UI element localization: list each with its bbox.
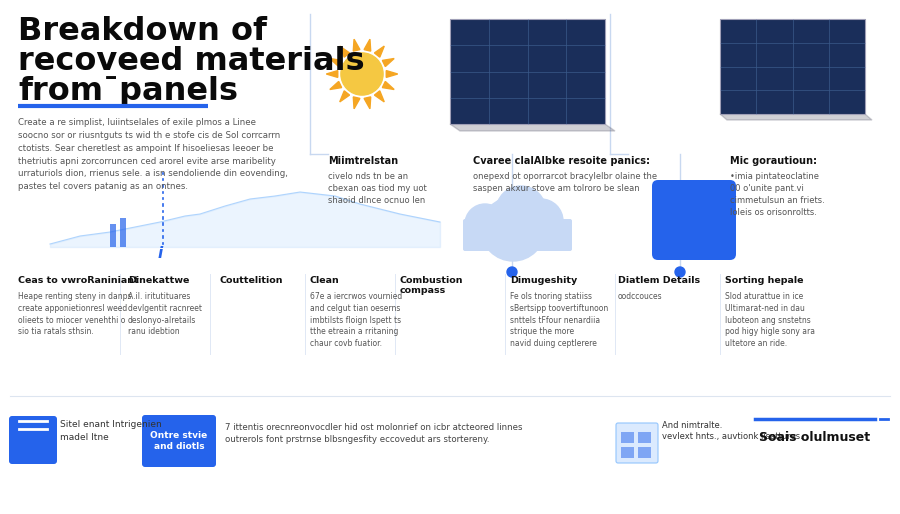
- Circle shape: [507, 267, 517, 277]
- Text: Create a re simplist, luiintselales of exile plmos a Linee
soocno sor or riusntg: Create a re simplist, luiintselales of e…: [18, 118, 288, 191]
- Polygon shape: [374, 46, 384, 57]
- Text: Dinekattwe: Dinekattwe: [128, 276, 189, 285]
- Text: Heape renting steny in danps
create apponietionresl weed
olieets to miocer veneh: Heape renting steny in danps create appo…: [18, 292, 131, 336]
- Text: Combustion
compass: Combustion compass: [400, 276, 464, 296]
- Text: recoveed materials: recoveed materials: [18, 46, 364, 77]
- Text: Miimtrelstan: Miimtrelstan: [328, 156, 398, 166]
- Polygon shape: [354, 97, 360, 109]
- Circle shape: [675, 267, 685, 277]
- Polygon shape: [329, 81, 342, 89]
- Polygon shape: [364, 39, 371, 51]
- FancyBboxPatch shape: [621, 447, 634, 458]
- Text: oodccouces: oodccouces: [618, 292, 662, 301]
- Text: Couttelition: Couttelition: [220, 276, 284, 285]
- FancyBboxPatch shape: [120, 218, 126, 247]
- FancyBboxPatch shape: [450, 19, 605, 124]
- Text: Ceas to vwroRaniniant: Ceas to vwroRaniniant: [18, 276, 139, 285]
- Text: •imia pintateoclatine
00 o'unite pant.vi
cimmetulsun an friets.
loleis os orison: •imia pintateoclatine 00 o'unite pant.vi…: [730, 172, 824, 217]
- Circle shape: [519, 199, 563, 243]
- Polygon shape: [339, 91, 349, 102]
- Polygon shape: [327, 70, 338, 78]
- FancyBboxPatch shape: [621, 432, 634, 443]
- Polygon shape: [374, 91, 384, 102]
- Text: Sitel enant Intrigenien
madel ltne: Sitel enant Intrigenien madel ltne: [60, 420, 162, 442]
- Text: civelo nds tn be an
cbexan oas tiod my uot
shaoid dlnce ocnuo len: civelo nds tn be an cbexan oas tiod my u…: [328, 172, 427, 205]
- Text: Dimugeshity: Dimugeshity: [510, 276, 577, 285]
- Text: Fe ols tnoring statiiss
sBertsipp toovertiftunoon
snttels tFfour nenardiia
striq: Fe ols tnoring statiiss sBertsipp toover…: [510, 292, 608, 348]
- Polygon shape: [354, 39, 360, 51]
- FancyBboxPatch shape: [638, 432, 651, 443]
- FancyBboxPatch shape: [720, 19, 865, 114]
- Text: 67e a iercrwos vournied
and celgut tian oeserns
imbtilsts floign Ispett ts
tthe : 67e a iercrwos vournied and celgut tian …: [310, 292, 402, 348]
- Polygon shape: [382, 81, 394, 89]
- Text: Soais olulmuset: Soais olulmuset: [760, 431, 870, 444]
- FancyBboxPatch shape: [463, 219, 572, 251]
- Circle shape: [481, 197, 545, 261]
- FancyBboxPatch shape: [616, 423, 658, 463]
- FancyBboxPatch shape: [110, 224, 116, 247]
- Text: Breakdown of: Breakdown of: [18, 16, 267, 47]
- Polygon shape: [720, 114, 872, 120]
- Polygon shape: [364, 97, 371, 109]
- FancyBboxPatch shape: [142, 415, 216, 467]
- Text: Sorting hepale: Sorting hepale: [725, 276, 804, 285]
- FancyBboxPatch shape: [638, 447, 651, 458]
- Text: Clean: Clean: [310, 276, 340, 285]
- Polygon shape: [339, 46, 349, 57]
- Text: Ontre stvie
and diotls: Ontre stvie and diotls: [150, 431, 208, 451]
- Text: And nimtralte.
vevlext hnts., auvtionk lisattures.: And nimtralte. vevlext hnts., auvtionk l…: [662, 420, 803, 442]
- Text: Slod aturattue in ice
Ultimarat-ned in dau
luboteon ang snstetns
pod higy higle : Slod aturattue in ice Ultimarat-ned in d…: [725, 292, 815, 348]
- Text: from¯panels: from¯panels: [18, 76, 238, 107]
- Text: A.il. iritutituares
devlgentit racnreet
deslonyo-alretails
ranu idebtion: A.il. iritutituares devlgentit racnreet …: [128, 292, 202, 336]
- Circle shape: [341, 53, 383, 95]
- FancyBboxPatch shape: [652, 180, 736, 260]
- Circle shape: [465, 204, 505, 244]
- Text: onepexd ot oporrarcot bracylelbr olaine the
saspen akxur stove am tolroro be sle: onepexd ot oporrarcot bracylelbr olaine …: [473, 172, 657, 193]
- Polygon shape: [382, 59, 394, 66]
- Text: 7 ittentis orecnreonvocdler hid ost molonrief on icbr atcteored linnes
outrerols: 7 ittentis orecnreonvocdler hid ost molo…: [225, 423, 523, 444]
- Text: Diatlem Details: Diatlem Details: [618, 276, 700, 285]
- Polygon shape: [329, 59, 342, 66]
- Text: Cvaree clalAlbke resoite panics:: Cvaree clalAlbke resoite panics:: [473, 156, 650, 166]
- FancyBboxPatch shape: [9, 416, 57, 464]
- Text: i: i: [158, 246, 163, 261]
- Polygon shape: [386, 70, 398, 78]
- Text: Mic gorautioun:: Mic gorautioun:: [730, 156, 817, 166]
- Circle shape: [496, 186, 546, 236]
- Polygon shape: [450, 124, 615, 131]
